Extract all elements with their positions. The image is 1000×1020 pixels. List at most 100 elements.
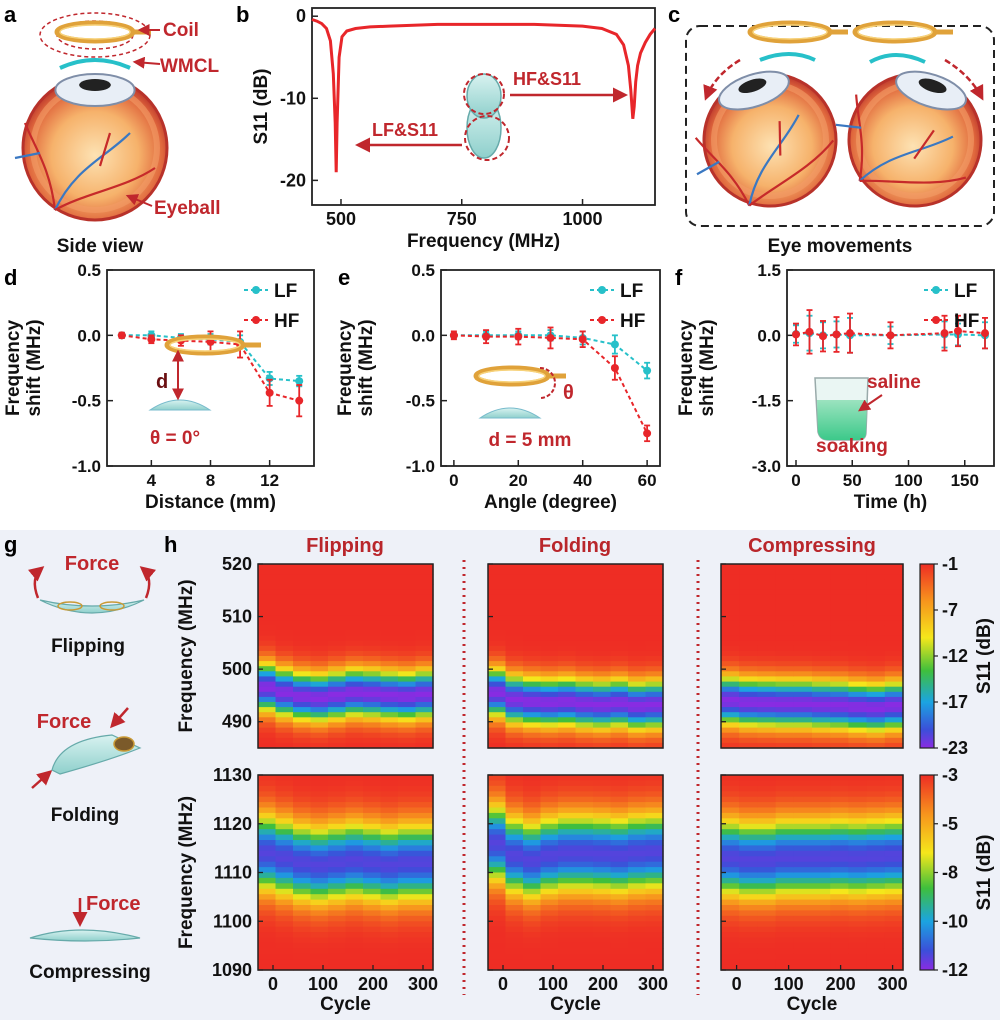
- heatmap-cell: [593, 948, 612, 955]
- heatmap-cell: [488, 656, 507, 662]
- heatmap-cell: [830, 727, 849, 734]
- heatmap-cell: [775, 569, 795, 575]
- heatmap-cell: [415, 910, 434, 917]
- heatmap-cell: [540, 807, 559, 814]
- heatmap-cell: [258, 620, 277, 626]
- x-tick-label: 100: [538, 974, 568, 994]
- heatmap-cell: [645, 574, 664, 580]
- heatmap-cell: [884, 802, 904, 809]
- heatmap-cell: [398, 691, 417, 698]
- heatmap-cell: [848, 737, 868, 744]
- heatmap-cell: [593, 780, 612, 787]
- heatmap-cell: [739, 802, 758, 809]
- heatmap-cell: [540, 899, 559, 906]
- heatmap-cell: [645, 921, 664, 928]
- heatmap-cell: [757, 635, 777, 642]
- heatmap-cell: [593, 615, 612, 621]
- heatmap-cell: [505, 926, 524, 933]
- heatmap-cell: [558, 807, 577, 814]
- x-tick-label: 300: [638, 974, 668, 994]
- heatmap-cell: [540, 569, 559, 575]
- heatmap-cell: [293, 899, 312, 906]
- heatmap-cell: [645, 635, 664, 642]
- heatmap-cell: [575, 620, 594, 626]
- heatmap-cell: [505, 625, 524, 631]
- heatmap-cell: [505, 802, 524, 809]
- heatmap-cell: [310, 802, 329, 809]
- heatmap-cell: [505, 650, 524, 657]
- heatmap-cell: [523, 953, 542, 960]
- heatmap-cell: [884, 686, 904, 693]
- heatmap-cell: [293, 807, 312, 814]
- heatmap-cell: [575, 894, 594, 901]
- heatmap-cell: [757, 932, 777, 939]
- heatmap-cell: [812, 840, 831, 846]
- heatmap-cell: [721, 696, 740, 703]
- heatmap-cell: [628, 630, 647, 637]
- heatmap-cell: [848, 894, 868, 901]
- heatmap-cell: [345, 905, 364, 911]
- heatmap-cell: [415, 812, 434, 819]
- heatmap-cell: [275, 727, 294, 734]
- heatmap-cell: [628, 802, 647, 809]
- heatmap-cell: [575, 702, 594, 708]
- heatmap-cell: [739, 964, 758, 971]
- heatmap-cell: [345, 584, 364, 591]
- heatmap-cell: [775, 812, 795, 819]
- heatmap-cell: [793, 791, 813, 798]
- colorbar-tick-label: -23: [942, 738, 968, 758]
- heatmap-cell: [258, 569, 277, 575]
- heatmap-cell: [345, 661, 364, 667]
- heatmap-cell: [505, 829, 524, 836]
- heatmap-cell: [505, 905, 524, 911]
- heatmap-cell: [488, 625, 507, 631]
- heatmap-cell: [540, 856, 559, 863]
- heatmap-cell: [610, 937, 629, 944]
- heatmap-cell: [363, 829, 382, 836]
- heatmap-cell: [593, 620, 612, 626]
- heatmap-cell: [848, 681, 868, 688]
- heatmap-cell: [884, 959, 904, 966]
- heatmap-cell: [523, 599, 542, 606]
- heatmap-cell: [848, 579, 868, 585]
- heatmap-cell: [866, 823, 886, 830]
- heatmap-cell: [575, 915, 594, 922]
- heatmap-cell: [610, 942, 629, 949]
- x-axis-label: Cycle: [787, 994, 838, 1015]
- heatmap-cell: [884, 948, 904, 955]
- heatmap-cell: [293, 635, 312, 642]
- heatmap-cell: [757, 589, 777, 596]
- heatmap-cell: [757, 780, 777, 787]
- heatmap-cell: [398, 594, 417, 601]
- heatmap-cell: [398, 732, 417, 739]
- heatmap-cell: [310, 899, 329, 906]
- heatmap-cell: [739, 926, 758, 933]
- heatmap-cell: [258, 861, 277, 868]
- heatmap-cell: [345, 856, 364, 863]
- heatmap-cell: [398, 717, 417, 723]
- heatmap-cell: [830, 915, 849, 922]
- heatmap-cell: [328, 574, 347, 580]
- heatmap-cell: [884, 829, 904, 836]
- heatmap-cell: [848, 829, 868, 836]
- heatmap-cell: [523, 877, 542, 884]
- blood-vessel-icon: [14, 151, 41, 160]
- heatmap-cell: [884, 574, 904, 580]
- heatmap-cell: [310, 867, 329, 874]
- heatmap-cell: [540, 796, 559, 803]
- heatmap-cell: [310, 691, 329, 698]
- heatmap-cell: [884, 840, 904, 846]
- panel-letter-h: h: [164, 532, 177, 557]
- heatmap-cell: [275, 921, 294, 928]
- heatmap-cell: [793, 594, 813, 601]
- heatmap-cell: [328, 926, 347, 933]
- heatmap-cell: [258, 840, 277, 846]
- heatmap-cell: [415, 712, 434, 718]
- heatmap-cell: [721, 872, 740, 879]
- heatmap-cell: [523, 604, 542, 611]
- heatmap-cell: [310, 953, 329, 960]
- heatmap-cell: [415, 691, 434, 698]
- heatmap-cell: [258, 594, 277, 601]
- heatmap-cell: [721, 574, 740, 580]
- heatmap-cell: [275, 894, 294, 901]
